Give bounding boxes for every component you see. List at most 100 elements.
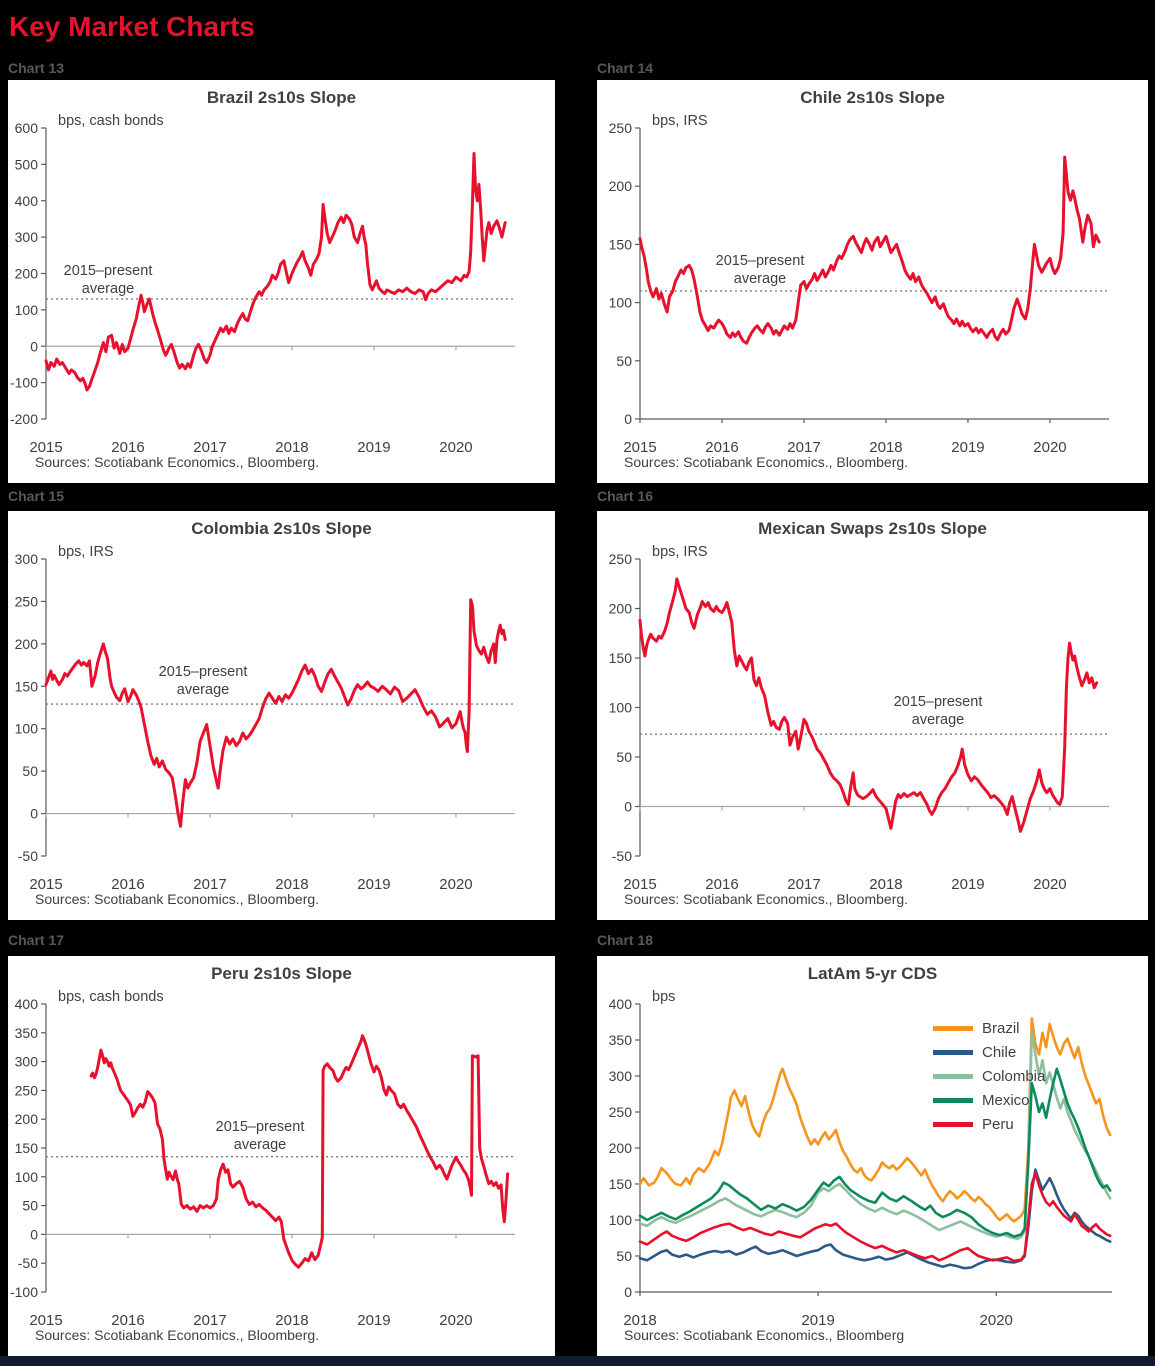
- chart-15-sources: Sources: Scotiabank Economics., Bloomber…: [35, 891, 320, 907]
- legend-swatch-brazil: [933, 1026, 973, 1031]
- svg-text:2020: 2020: [439, 439, 472, 456]
- chart-18-panel: 0 50 100 150 200 250 300 350 400 2018 2019 2020 Lat…: [597, 956, 1148, 1356]
- svg-text:200: 200: [15, 636, 39, 652]
- chart-13-sources: Sources: Scotiabank Economics., Bloomber…: [35, 454, 320, 470]
- chart-17-plot: -100 -50 0 50 100 150 200 250 300 350 400 2015 2016 2…: [10, 996, 515, 1329]
- svg-text:2015: 2015: [29, 876, 62, 893]
- svg-text:0: 0: [624, 1284, 632, 1300]
- svg-text:300: 300: [15, 1054, 39, 1070]
- svg-text:0: 0: [30, 806, 38, 822]
- chart-14-label: Chart 14: [597, 60, 654, 76]
- legend-swatch-peru: [933, 1122, 973, 1127]
- svg-text:0: 0: [624, 799, 632, 815]
- chart-13-average-annotation: 2015–present average: [63, 263, 153, 297]
- legend-label-peru: Peru: [982, 1116, 1014, 1133]
- svg-text:2017: 2017: [193, 1312, 226, 1329]
- chart-15-label: Chart 15: [8, 488, 65, 504]
- legend-item-colombia: Colombia: [933, 1068, 1045, 1085]
- chart-15-plot: -50 0 50 100 150 200 250 300 2015 2016 2017 2018 201…: [15, 551, 515, 893]
- svg-text:2019: 2019: [357, 439, 390, 456]
- svg-text:2017: 2017: [193, 439, 226, 456]
- svg-text:2016: 2016: [111, 876, 144, 893]
- chart-14-average-annotation: 2015–present average: [715, 253, 805, 287]
- chart-16-title: Mexican Swaps 2s10s Slope: [758, 519, 987, 538]
- chart-16-average-annotation: 2015–present average: [893, 694, 983, 728]
- svg-text:150: 150: [609, 1176, 633, 1192]
- chart-14-unit-label: bps, IRS: [652, 113, 708, 129]
- chart-18-legend: Brazil Chile Colombia Mexico Peru: [933, 1020, 1045, 1133]
- chart-16-label: Chart 16: [597, 488, 654, 504]
- svg-text:300: 300: [15, 229, 39, 245]
- svg-text:0: 0: [30, 338, 38, 354]
- svg-text:400: 400: [15, 996, 39, 1012]
- svg-text:2019: 2019: [801, 1312, 834, 1329]
- legend-item-mexico: Mexico: [933, 1092, 1045, 1109]
- legend-label-mexico: Mexico: [982, 1092, 1030, 1109]
- svg-text:2016: 2016: [705, 876, 738, 893]
- chart-18-label: Chart 18: [597, 932, 654, 948]
- svg-text:2017: 2017: [787, 439, 820, 456]
- footer-bar: [0, 1356, 1155, 1366]
- svg-text:100: 100: [609, 700, 633, 716]
- page-title: Key Market Charts: [9, 11, 255, 42]
- svg-text:-50: -50: [18, 1255, 38, 1271]
- chart-18-sources: Sources: Scotiabank Economics., Bloomber…: [624, 1327, 905, 1343]
- svg-text:2016: 2016: [705, 439, 738, 456]
- svg-text:400: 400: [609, 996, 633, 1012]
- chart-15-panel: -50 0 50 100 150 200 250 300 2015 2016 2017 2018 201…: [8, 511, 555, 920]
- chart-14-panel: 0 50 100 150 200 250 2015 2016 2017 2018 2019 2020 …: [597, 80, 1148, 483]
- chart-15-title: Colombia 2s10s Slope: [191, 519, 372, 538]
- svg-text:600: 600: [15, 120, 39, 136]
- svg-text:500: 500: [15, 156, 39, 172]
- svg-text:100: 100: [15, 1169, 39, 1185]
- chart-17-panel: -100 -50 0 50 100 150 200 250 300 350 400 2015 2016 2…: [8, 956, 555, 1356]
- svg-text:2015: 2015: [29, 1312, 62, 1329]
- svg-text:2016: 2016: [111, 1312, 144, 1329]
- chart-16-plot: -50 0 50 100 150 200 250 2015 2016 2017 2018 2019 20…: [609, 551, 1109, 893]
- chart-13-label: Chart 13: [8, 60, 65, 76]
- chart-14-title: Chile 2s10s Slope: [800, 88, 945, 107]
- svg-text:350: 350: [609, 1032, 633, 1048]
- chart-17-unit-label: bps, cash bonds: [58, 989, 164, 1005]
- svg-text:2019: 2019: [951, 876, 984, 893]
- svg-text:50: 50: [616, 749, 632, 765]
- svg-text:-200: -200: [10, 411, 38, 427]
- legend-swatch-colombia: [933, 1074, 973, 1079]
- legend-label-colombia: Colombia: [982, 1068, 1046, 1085]
- chart-15-average-annotation: 2015–present average: [158, 664, 248, 698]
- svg-text:100: 100: [15, 721, 39, 737]
- svg-text:2015: 2015: [29, 439, 62, 456]
- legend-label-brazil: Brazil: [982, 1020, 1020, 1037]
- chart-13-title: Brazil 2s10s Slope: [206, 88, 357, 107]
- chart-18-plot: 0 50 100 150 200 250 300 350 400 2018 2019 2020: [609, 996, 1112, 1329]
- svg-text:-50: -50: [18, 848, 38, 864]
- chart-15-unit-label: bps, IRS: [58, 544, 114, 560]
- svg-text:50: 50: [22, 763, 38, 779]
- svg-text:350: 350: [15, 1025, 39, 1041]
- svg-text:2020: 2020: [1033, 876, 1066, 893]
- svg-text:2020: 2020: [980, 1312, 1013, 1329]
- svg-text:300: 300: [15, 551, 39, 567]
- svg-text:2015: 2015: [623, 439, 656, 456]
- svg-text:2019: 2019: [357, 1312, 390, 1329]
- svg-text:50: 50: [616, 353, 632, 369]
- svg-text:2018: 2018: [275, 876, 308, 893]
- svg-text:2015: 2015: [623, 876, 656, 893]
- svg-text:0: 0: [624, 411, 632, 427]
- chart-13-panel: -200 -100 0 100 200 300 400 500 600 2015 2016 2017 2…: [8, 80, 555, 483]
- svg-text:300: 300: [609, 1068, 633, 1084]
- svg-text:100: 100: [15, 302, 39, 318]
- svg-text:2018: 2018: [869, 876, 902, 893]
- chart-14-plot: 0 50 100 150 200 250 2015 2016 2017 2018 2019 2020: [609, 120, 1109, 456]
- svg-text:250: 250: [609, 1104, 633, 1120]
- legend-item-chile: Chile: [933, 1044, 1045, 1061]
- legend-label-chile: Chile: [982, 1044, 1017, 1061]
- svg-text:2019: 2019: [951, 439, 984, 456]
- svg-text:150: 150: [15, 1140, 39, 1156]
- svg-text:150: 150: [609, 236, 633, 252]
- legend-item-brazil: Brazil: [933, 1020, 1045, 1037]
- chart-17-average-annotation: 2015–present average: [215, 1119, 305, 1153]
- legend-item-peru: Peru: [933, 1116, 1045, 1133]
- svg-text:2020: 2020: [439, 876, 472, 893]
- svg-text:-50: -50: [612, 848, 632, 864]
